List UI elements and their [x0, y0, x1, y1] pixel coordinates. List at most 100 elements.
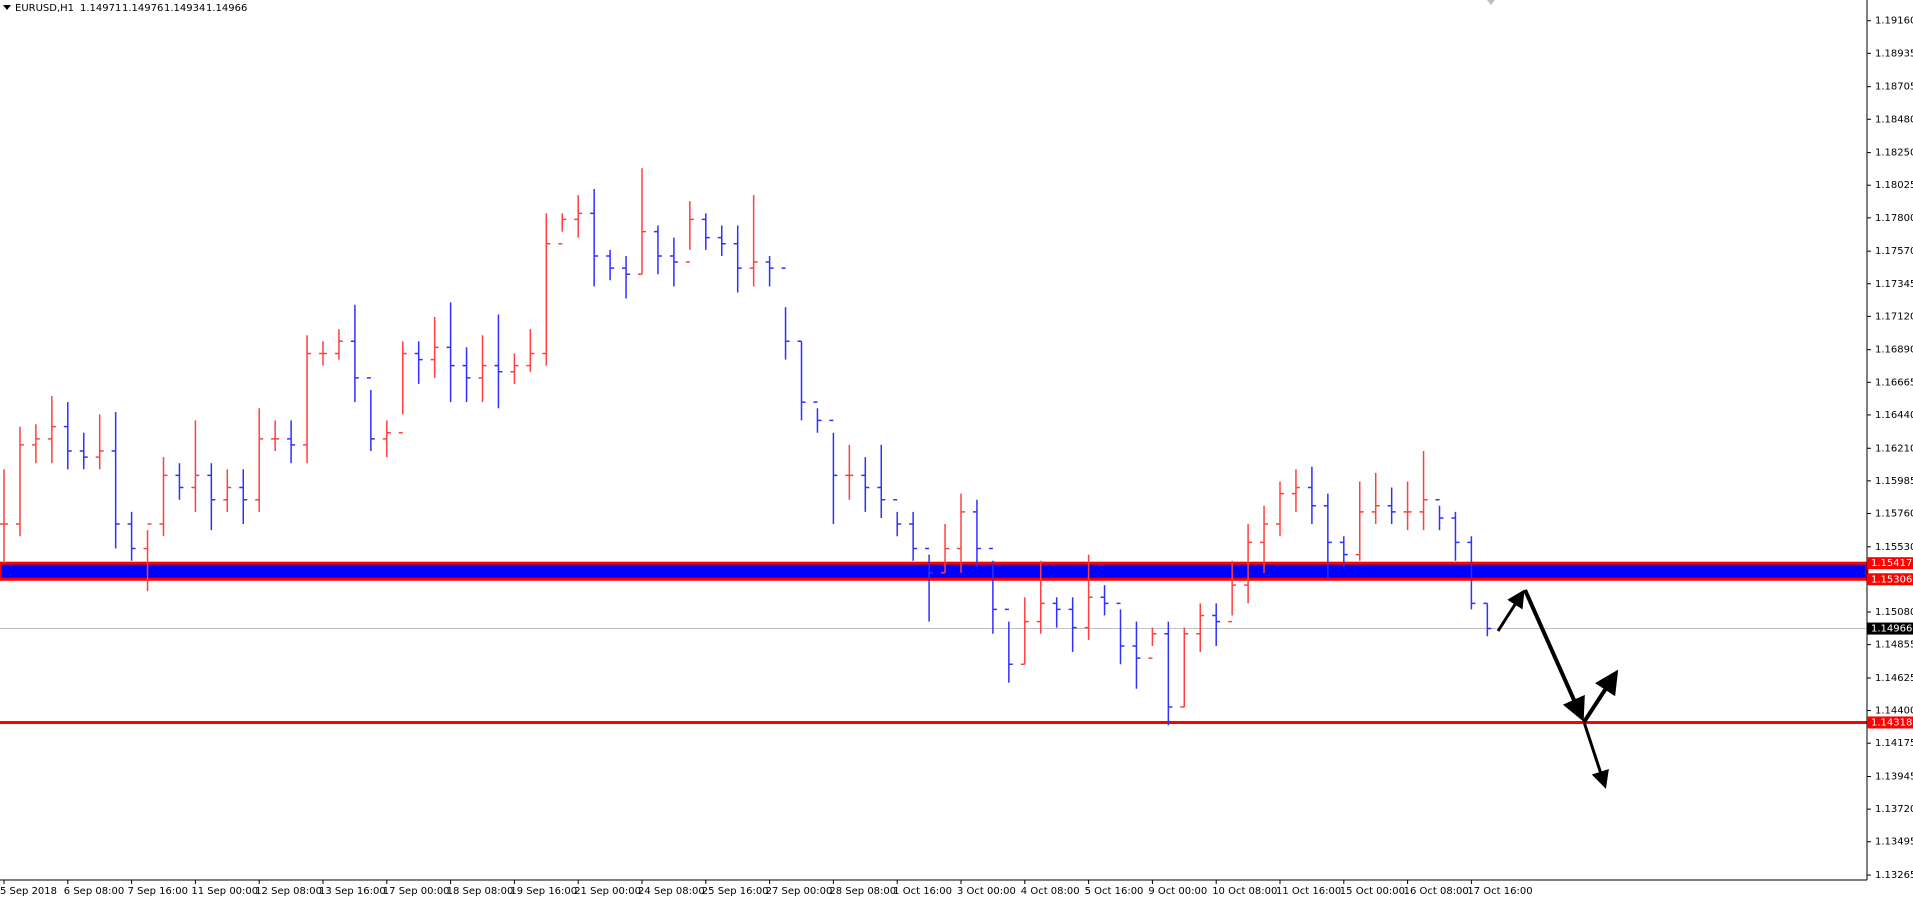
header-price: 1.14966	[206, 3, 247, 14]
y-tick-label: 1.13945	[1875, 772, 1913, 783]
price-bar	[765, 255, 774, 287]
y-tick-label: 1.14175	[1875, 738, 1913, 749]
price-bar	[350, 304, 359, 403]
price-bar	[79, 432, 88, 470]
x-tick-label: 27 Sep 00:00	[766, 886, 833, 897]
y-tick-label: 1.17345	[1875, 279, 1913, 290]
price-bar	[558, 213, 567, 245]
y-tick-label: 1.18025	[1875, 180, 1913, 191]
price-bar	[972, 499, 981, 567]
x-tick-label: 5 Sep 2018	[0, 886, 57, 897]
price-bar	[1403, 481, 1412, 531]
price-bar	[31, 424, 40, 464]
header-price: 1.14976	[122, 3, 163, 14]
symbol: EURUSD,H1	[15, 3, 74, 14]
price-bar	[334, 329, 343, 360]
x-tick-label: 6 Sep 08:00	[64, 886, 124, 897]
price-bar	[1148, 627, 1157, 659]
price-bar	[653, 225, 662, 275]
price-bar	[590, 188, 599, 287]
price-bar	[877, 444, 886, 518]
price-bar	[478, 335, 487, 403]
price-bar	[319, 341, 327, 366]
y-tick-label: 1.16665	[1875, 377, 1913, 388]
price-bar	[526, 329, 535, 372]
price-label-box	[1867, 573, 1913, 586]
price-label: 1.14318	[1871, 717, 1912, 728]
price-bar	[223, 469, 232, 512]
price-bar	[829, 419, 838, 525]
price-bar	[574, 195, 583, 238]
price-bar	[462, 347, 471, 403]
price-bar	[941, 524, 950, 574]
x-tick-label: 17 Oct 16:00	[1467, 886, 1532, 897]
price-bar	[638, 168, 646, 275]
arrow	[1496, 589, 1525, 632]
price-bar	[159, 457, 168, 537]
y-tick-label: 1.15080	[1875, 607, 1913, 618]
arrow	[1523, 589, 1585, 722]
price-bar	[95, 414, 104, 470]
price-bar	[494, 314, 503, 409]
y-tick-label: 1.18935	[1875, 48, 1913, 59]
arrow	[1582, 721, 1609, 789]
y-tick-label: 1.13495	[1875, 837, 1913, 848]
x-tick-label: 28 Sep 08:00	[829, 886, 896, 897]
price-bar	[1052, 597, 1061, 628]
price-bar	[239, 469, 248, 525]
price-bar	[175, 463, 184, 500]
price-bar	[1196, 603, 1205, 653]
price-bar	[893, 498, 902, 537]
menu-triangle[interactable]	[3, 5, 11, 10]
price-bar	[1004, 608, 1013, 683]
header-price: 1.14971	[80, 3, 121, 14]
price-bar	[398, 341, 407, 434]
price-bar	[111, 412, 120, 549]
price-label: 1.15306	[1871, 574, 1912, 585]
x-tick-label: 15 Oct 00:00	[1340, 886, 1405, 897]
price-bar	[1307, 466, 1316, 525]
y-tick-label: 1.18250	[1875, 148, 1913, 159]
price-bar	[287, 420, 296, 464]
price-bar	[701, 213, 710, 250]
price-bar	[1228, 560, 1237, 623]
header-price: 1.14934	[164, 3, 205, 14]
price-bar	[1068, 597, 1077, 653]
y-tick-label: 1.19160	[1875, 16, 1913, 27]
y-tick-label: 1.17570	[1875, 246, 1913, 257]
price-label-box	[1867, 622, 1913, 635]
price-bar	[303, 335, 312, 464]
x-tick-label: 16 Oct 08:00	[1404, 886, 1469, 897]
y-tick-label: 1.14625	[1875, 673, 1913, 684]
price-bar	[446, 302, 455, 403]
x-tick-label: 25 Sep 16:00	[702, 886, 769, 897]
x-tick-label: 17 Sep 00:00	[383, 886, 450, 897]
price-bar	[606, 249, 615, 281]
price-bar	[1387, 487, 1396, 525]
price-bar	[1355, 481, 1364, 561]
price-bar	[430, 316, 439, 378]
price-bar	[510, 353, 519, 384]
price-bar	[861, 457, 870, 512]
price-bar	[1164, 621, 1173, 726]
price-bar	[143, 523, 152, 592]
y-tick-label: 1.14400	[1875, 706, 1913, 717]
y-tick-label: 1.15530	[1875, 542, 1913, 553]
x-tick-label: 9 Oct 00:00	[1148, 886, 1207, 897]
price-bar	[925, 547, 934, 622]
y-tick-label: 1.18705	[1875, 82, 1913, 93]
price-bar	[127, 511, 136, 561]
x-tick-label: 24 Sep 08:00	[638, 886, 705, 897]
y-tick-label: 1.14855	[1875, 640, 1913, 651]
y-tick-label: 1.13265	[1875, 870, 1913, 881]
price-bar	[1244, 524, 1253, 604]
price-bar	[63, 402, 72, 470]
price-bar	[1180, 627, 1189, 708]
price-bar	[797, 340, 806, 421]
projection-arrows	[1496, 589, 1619, 789]
price-bar	[749, 195, 758, 287]
x-tick-label: 12 Sep 08:00	[255, 886, 322, 897]
price-bar	[988, 547, 997, 634]
x-tick-label: 11 Oct 16:00	[1276, 886, 1341, 897]
